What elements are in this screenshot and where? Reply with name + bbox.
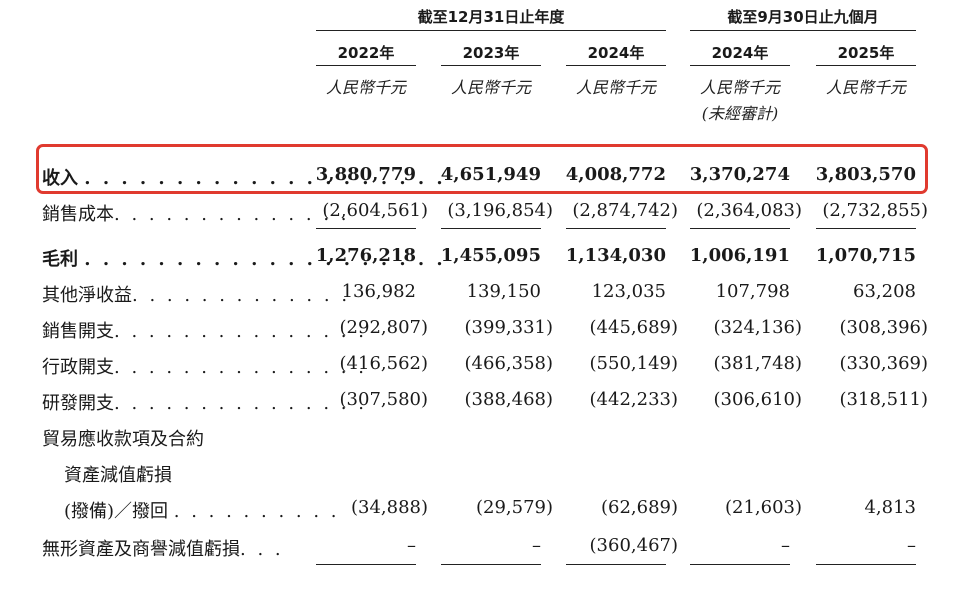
cell-value: (381,748): [713, 353, 802, 374]
unit-label: 人民幣千元: [699, 78, 780, 97]
row-label-impairment-line2: 資產減值虧損: [64, 465, 172, 486]
cell-value: (399,331): [464, 317, 553, 338]
row-label-gross-profit: 毛利 . . . . . . . . . . . . . . . . . . .…: [42, 249, 446, 270]
cell-value: 3,880,779: [315, 164, 416, 185]
cell-value: (324,136): [713, 317, 802, 338]
subtotal-rule: [816, 228, 916, 229]
cell-value: (2,874,742): [572, 200, 678, 221]
cell-value: (306,610): [713, 389, 802, 410]
subtotal-rule: [316, 228, 416, 229]
cell-value: 4,813: [864, 497, 916, 518]
subtotal-rule: [441, 228, 541, 229]
cell-value: 123,035: [591, 281, 666, 302]
year-underline: [566, 65, 666, 66]
unit-label: 人民幣千元: [825, 78, 906, 97]
cell-value: –: [907, 535, 916, 556]
row-label-rnd-expenses: 研發開支. . . . . . . . . . . . . . .: [42, 393, 367, 414]
cell-value: (318,511): [839, 389, 928, 410]
row-label-other-net-income: 其他淨收益. . . . . . . . . . . . .: [42, 285, 351, 306]
cell-value: (360,467): [589, 535, 678, 556]
revenue-highlight-box: [36, 144, 928, 194]
cell-value: –: [781, 535, 790, 556]
cell-value: (330,369): [839, 353, 928, 374]
unit-label: 人民幣千元: [325, 78, 406, 97]
cell-value: (308,396): [839, 317, 928, 338]
year-header: 2025年: [837, 44, 895, 62]
bottom-rule: [690, 564, 790, 565]
cell-value: 4,008,772: [565, 164, 666, 185]
row-label-admin-expenses: 行政開支. . . . . . . . . . . . . . .: [42, 357, 367, 378]
cell-value: 1,134,030: [565, 245, 666, 266]
cell-value: (292,807): [339, 317, 428, 338]
cell-value: (442,233): [589, 389, 678, 410]
year-header: 2024年: [711, 44, 769, 62]
year-header: 2022年: [337, 44, 395, 62]
cell-value: –: [407, 535, 416, 556]
bottom-rule: [441, 564, 541, 565]
row-label-selling-expenses: 銷售開支. . . . . . . . . . . . . . .: [42, 321, 367, 342]
cell-value: (416,562): [339, 353, 428, 374]
unaudited-note: (未經審計): [701, 104, 779, 123]
cell-value: 3,370,274: [689, 164, 790, 185]
cell-value: 4,651,949: [440, 164, 541, 185]
bottom-rule: [816, 564, 916, 565]
row-label-impairment-line1: 貿易應收款項及合約: [42, 429, 204, 450]
subtotal-rule: [690, 228, 790, 229]
cell-value: (445,689): [589, 317, 678, 338]
cell-value: 139,150: [466, 281, 541, 302]
bottom-rule: [316, 564, 416, 565]
header-divider: [316, 30, 666, 31]
cell-value: (34,888): [350, 497, 428, 518]
cell-value: (21,603): [724, 497, 802, 518]
year-underline: [316, 65, 416, 66]
cell-value: 1,455,095: [440, 245, 541, 266]
year-header: 2023年: [462, 44, 520, 62]
row-label-intangible-impairment: 無形資產及商譽減值虧損. . .: [42, 539, 284, 560]
cell-value: (3,196,854): [447, 200, 553, 221]
unit-label: 人民幣千元: [575, 78, 656, 97]
cell-value: (550,149): [589, 353, 678, 374]
cell-value: (2,732,855): [822, 200, 928, 221]
cell-value: (2,604,561): [322, 200, 428, 221]
year-underline: [690, 65, 790, 66]
cell-value: (466,358): [464, 353, 553, 374]
row-label-revenue: 收入 . . . . . . . . . . . . . . . . . . .…: [42, 168, 446, 189]
row-label-cost-of-sales: 銷售成本. . . . . . . . . . . . . .: [42, 204, 350, 225]
year-underline: [441, 65, 541, 66]
year-header: 2024年: [587, 44, 645, 62]
cell-value: 1,070,715: [815, 245, 916, 266]
bottom-rule: [566, 564, 666, 565]
cell-value: 3,803,570: [815, 164, 916, 185]
cell-value: (307,580): [339, 389, 428, 410]
cell-value: 107,798: [715, 281, 790, 302]
row-label-impairment-line3: (撥備)／撥回 . . . . . . . . . .: [64, 501, 340, 522]
cell-value: (29,579): [475, 497, 553, 518]
period-header-fiscal-years: 截至12月31日止年度: [417, 8, 565, 26]
unit-label: 人民幣千元: [450, 78, 531, 97]
header-divider: [690, 30, 916, 31]
cell-value: (388,468): [464, 389, 553, 410]
year-underline: [816, 65, 916, 66]
subtotal-rule: [566, 228, 666, 229]
cell-value: 63,208: [853, 281, 916, 302]
cell-value: 1,006,191: [689, 245, 790, 266]
cell-value: –: [532, 535, 541, 556]
cell-value: (2,364,083): [696, 200, 802, 221]
cell-value: 1,276,218: [315, 245, 416, 266]
cell-value: 136,982: [341, 281, 416, 302]
cell-value: (62,689): [600, 497, 678, 518]
period-header-nine-months: 截至9月30日止九個月: [727, 8, 879, 26]
